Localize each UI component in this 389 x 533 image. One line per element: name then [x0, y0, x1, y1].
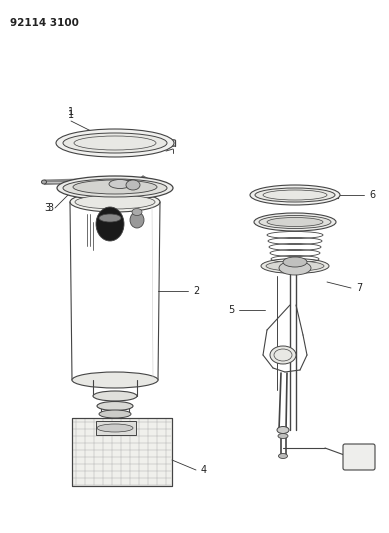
Text: 1: 1 [68, 110, 74, 120]
Ellipse shape [254, 213, 336, 231]
Ellipse shape [132, 208, 142, 215]
Ellipse shape [75, 195, 155, 209]
Ellipse shape [277, 426, 289, 433]
FancyBboxPatch shape [343, 444, 375, 470]
Ellipse shape [57, 176, 173, 200]
Ellipse shape [283, 257, 307, 267]
Text: 7: 7 [356, 283, 362, 293]
Ellipse shape [279, 261, 311, 275]
Bar [72, 418, 172, 486]
Ellipse shape [250, 185, 340, 205]
Text: 5: 5 [228, 305, 234, 315]
Ellipse shape [279, 454, 287, 458]
Text: 1: 1 [68, 107, 74, 117]
Ellipse shape [97, 424, 133, 432]
Ellipse shape [267, 217, 323, 227]
Ellipse shape [126, 180, 140, 190]
Ellipse shape [266, 261, 324, 271]
Ellipse shape [99, 214, 121, 222]
Ellipse shape [63, 133, 167, 153]
Ellipse shape [70, 192, 160, 212]
Text: 2: 2 [193, 286, 199, 296]
Bar [72, 418, 172, 486]
Ellipse shape [72, 372, 158, 388]
Ellipse shape [278, 433, 288, 439]
Text: 3: 3 [44, 203, 50, 213]
Ellipse shape [109, 180, 131, 189]
Text: 92114 3100: 92114 3100 [10, 18, 79, 28]
Ellipse shape [97, 401, 133, 410]
Ellipse shape [96, 207, 124, 241]
Ellipse shape [56, 129, 174, 157]
Ellipse shape [73, 180, 157, 194]
Text: 3: 3 [47, 203, 53, 213]
Ellipse shape [261, 259, 329, 273]
Ellipse shape [270, 346, 296, 364]
Ellipse shape [259, 215, 331, 229]
Ellipse shape [63, 179, 167, 197]
Text: 4: 4 [201, 465, 207, 475]
Ellipse shape [255, 188, 335, 202]
Ellipse shape [93, 391, 137, 401]
Text: 6: 6 [369, 190, 375, 200]
Ellipse shape [99, 410, 131, 418]
Ellipse shape [42, 180, 47, 184]
Ellipse shape [130, 212, 144, 228]
Bar [96, 421, 136, 435]
